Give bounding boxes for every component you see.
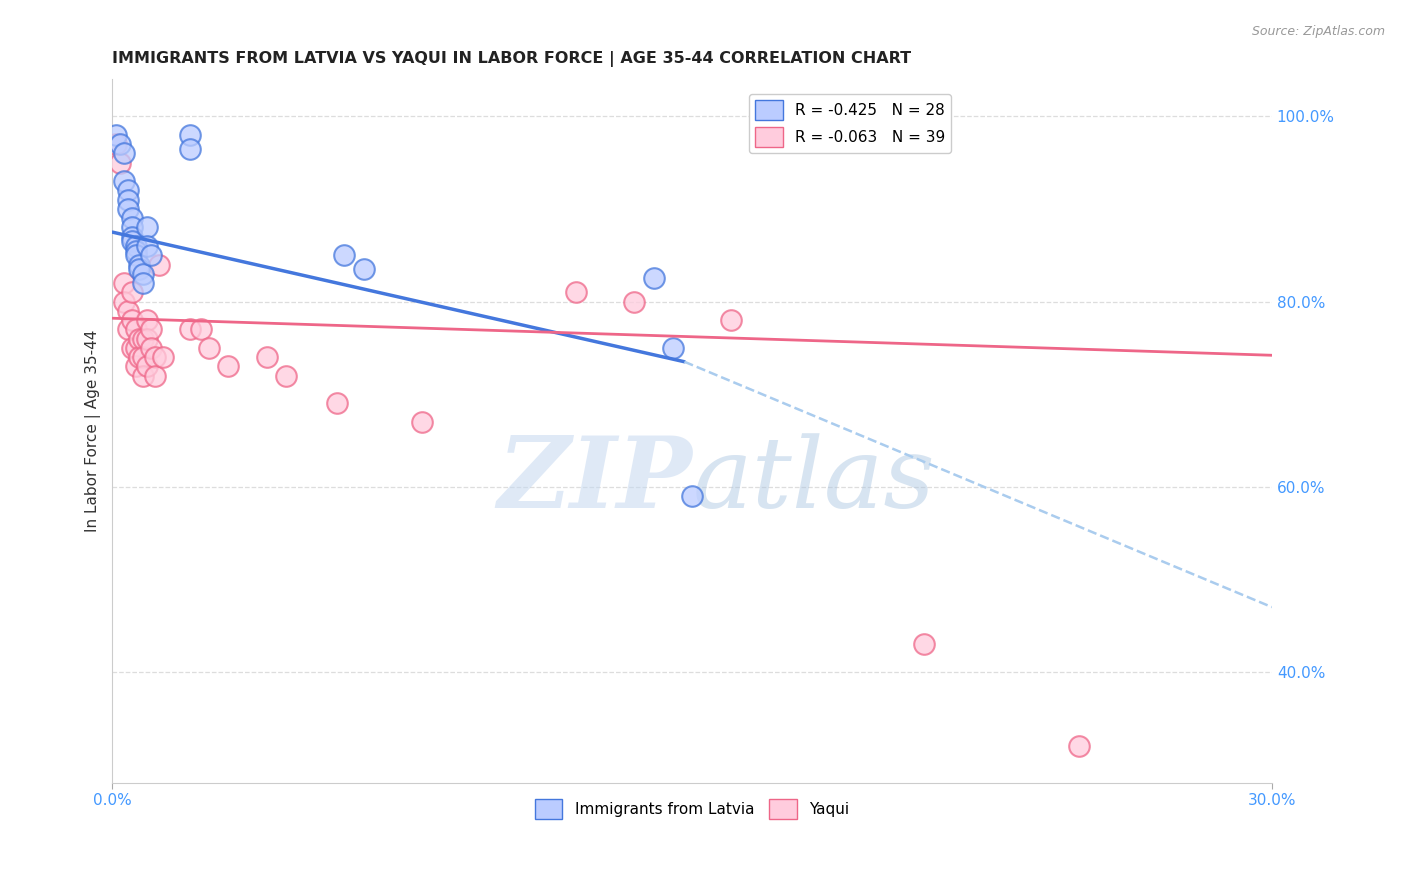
Point: [198, 341, 221, 355]
Point: [179, 142, 201, 156]
Point: [124, 244, 146, 258]
Point: [121, 211, 143, 226]
Point: [112, 146, 135, 161]
Point: [132, 276, 155, 290]
Point: [117, 322, 139, 336]
Point: [132, 368, 155, 383]
Point: [105, 128, 128, 142]
Point: [121, 285, 143, 300]
Point: [411, 415, 433, 429]
Point: [136, 239, 159, 253]
Text: ZIP: ZIP: [498, 433, 692, 529]
Point: [124, 359, 146, 374]
Point: [124, 322, 146, 336]
Point: [662, 341, 685, 355]
Point: [643, 271, 665, 285]
Point: [108, 137, 131, 152]
Point: [128, 258, 150, 272]
Point: [681, 489, 703, 503]
Point: [143, 350, 166, 364]
Point: [190, 322, 212, 336]
Point: [117, 202, 139, 216]
Point: [333, 248, 356, 262]
Point: [179, 128, 201, 142]
Point: [117, 193, 139, 207]
Point: [139, 341, 162, 355]
Point: [325, 396, 347, 410]
Point: [152, 350, 174, 364]
Point: [124, 239, 146, 253]
Point: [121, 341, 143, 355]
Point: [121, 235, 143, 249]
Point: [128, 350, 150, 364]
Point: [139, 322, 162, 336]
Point: [623, 294, 645, 309]
Point: [136, 220, 159, 235]
Y-axis label: In Labor Force | Age 35-44: In Labor Force | Age 35-44: [86, 330, 101, 533]
Point: [139, 248, 162, 262]
Point: [276, 368, 298, 383]
Text: IMMIGRANTS FROM LATVIA VS YAQUI IN LABOR FORCE | AGE 35-44 CORRELATION CHART: IMMIGRANTS FROM LATVIA VS YAQUI IN LABOR…: [112, 51, 911, 67]
Point: [128, 332, 150, 346]
Point: [121, 220, 143, 235]
Point: [143, 368, 166, 383]
Point: [565, 285, 588, 300]
Point: [132, 332, 155, 346]
Point: [112, 294, 135, 309]
Point: [124, 341, 146, 355]
Point: [148, 258, 170, 272]
Point: [112, 276, 135, 290]
Point: [136, 313, 159, 327]
Point: [136, 359, 159, 374]
Legend: Immigrants from Latvia, Yaqui: Immigrants from Latvia, Yaqui: [529, 793, 855, 825]
Point: [720, 313, 742, 327]
Point: [108, 155, 131, 169]
Point: [121, 229, 143, 244]
Point: [128, 262, 150, 277]
Point: [353, 262, 375, 277]
Point: [217, 359, 239, 374]
Text: Source: ZipAtlas.com: Source: ZipAtlas.com: [1251, 25, 1385, 38]
Point: [256, 350, 278, 364]
Point: [105, 137, 128, 152]
Point: [1067, 739, 1090, 753]
Point: [124, 248, 146, 262]
Point: [112, 174, 135, 188]
Point: [132, 267, 155, 281]
Point: [117, 184, 139, 198]
Point: [121, 313, 143, 327]
Point: [117, 303, 139, 318]
Text: atlas: atlas: [692, 433, 935, 528]
Point: [179, 322, 201, 336]
Point: [136, 332, 159, 346]
Point: [132, 350, 155, 364]
Point: [912, 637, 935, 651]
